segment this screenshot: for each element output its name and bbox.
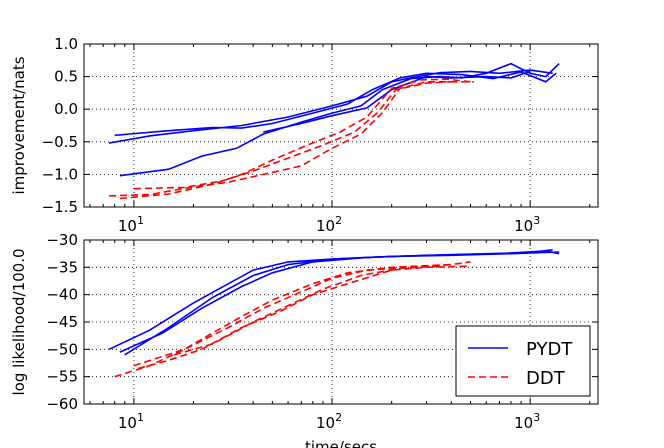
legend-label-pydt: PYDT <box>526 339 573 360</box>
series-line-pydt-3 <box>263 70 531 133</box>
series-line-ddt-6 <box>174 265 440 356</box>
series-group <box>108 62 560 200</box>
y-tick-label: −45 <box>46 313 78 331</box>
y-tick-label: −35 <box>46 258 78 276</box>
legend-box <box>455 325 591 397</box>
top-panel-improvement: 101 102 103 1.0 0.5 0.0 −0.5 −1.0 −1.5 improvemen… <box>10 35 599 235</box>
series-line-pydt-1 <box>114 71 557 137</box>
series-line-ddt-5 <box>133 81 452 190</box>
y-tick-label: 0.0 <box>54 100 78 118</box>
y-tick-label: −40 <box>46 286 78 304</box>
series-line-pydt-2 <box>124 250 560 356</box>
bottom-panel-log-likelihood: 101 102 103 −30 −35 −40 −45 −50 −55 −60 log likeli… <box>10 231 599 448</box>
series-line-ddt-4 <box>133 261 471 367</box>
series-group <box>108 249 560 378</box>
x-axis-label: time/secs <box>305 438 377 448</box>
axes-frame <box>83 43 599 208</box>
x-tick-label: 101 <box>118 411 144 432</box>
y-tick-label: −1.5 <box>42 198 78 216</box>
series-line-ddt-6 <box>119 78 471 200</box>
y-tick-label: −0.5 <box>42 133 78 151</box>
series-line-pydt-0 <box>108 69 553 144</box>
y-tick-label: 0.5 <box>54 68 78 86</box>
y-tick-label: 1.0 <box>54 35 78 53</box>
x-tick-label: 103 <box>514 214 540 235</box>
y-tick-label: −55 <box>46 368 78 386</box>
series-line-pydt-2 <box>119 62 560 177</box>
x-tick-label: 103 <box>514 411 540 432</box>
grid-lines <box>84 44 598 207</box>
y-axis-label: improvement/nats <box>10 56 28 194</box>
legend-label-ddt: DDT <box>526 368 566 389</box>
x-tick-label: 102 <box>316 214 342 235</box>
y-tick-label: −60 <box>46 395 78 413</box>
y-tick-label: −50 <box>46 340 78 358</box>
series-line-ddt-4 <box>109 81 474 197</box>
x-tick-label: 101 <box>118 214 144 235</box>
y-axis-label: log likelihood/100.0 <box>10 248 28 395</box>
x-tick-label: 102 <box>316 411 342 432</box>
series-line-ddt-5 <box>137 265 471 370</box>
y-tick-label: −30 <box>46 231 78 249</box>
y-tick-label: −1.0 <box>42 165 78 183</box>
legend: PYDT DDT <box>455 325 591 397</box>
